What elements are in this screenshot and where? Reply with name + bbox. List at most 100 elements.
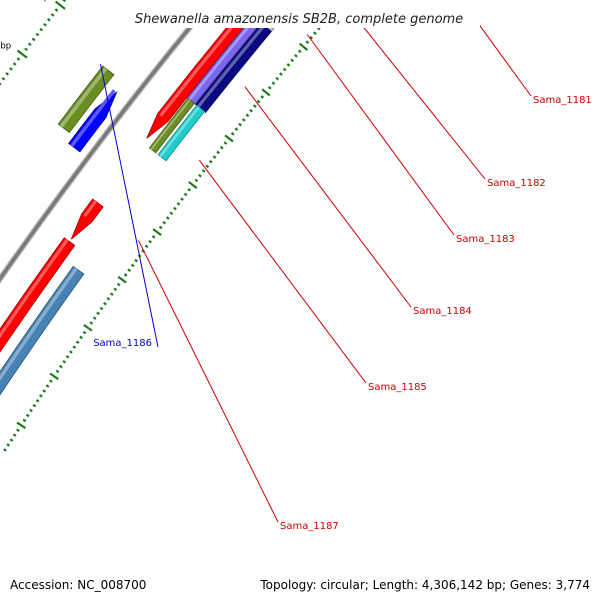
gene-callouts: Sama_1181 Sama_1182 Sama_1183 Sama_1184 Sama… [93, 0, 592, 532]
inner-tick [290, 58, 295, 63]
gene-sama-1187 [70, 198, 104, 240]
inner-tick [130, 263, 135, 268]
minor-tick [54, 8, 59, 12]
inner-tick [45, 384, 50, 388]
inner-tick [96, 311, 100, 316]
inner-tick [260, 95, 265, 99]
inner-tick [106, 297, 111, 301]
gene-label: Sama_1185 [368, 382, 427, 393]
gene-sama-1185-olive [148, 97, 195, 154]
gene-label: Sama_1181 [533, 95, 592, 106]
kbp-labels: 1445 kbp1446 kbp1447 kbp1448 kbp1449 kbp… [0, 0, 49, 52]
gene-red-bottom [0, 237, 76, 353]
inner-tick [103, 301, 107, 306]
inner-tick [279, 72, 283, 76]
inner-tick [223, 141, 228, 145]
gene-sama-1186-highlight [59, 67, 108, 128]
inner-tick [12, 433, 17, 437]
gene-sama-1186-body [57, 65, 115, 134]
inner-tick [245, 113, 250, 118]
inner-tick [256, 99, 261, 104]
inner-tick [113, 287, 118, 292]
inner-tick [75, 340, 80, 345]
inner-tick [65, 355, 70, 359]
inner-tick [282, 67, 287, 72]
inner-tick [16, 421, 26, 429]
accession-text: Accession: NC_008700 [8, 578, 149, 592]
minor-tick [46, 18, 51, 22]
minor-tick [9, 67, 13, 71]
inner-tick [49, 372, 59, 381]
map-title: Shewanella amazonensis SB2B, complete ge… [135, 12, 463, 27]
inner-tick [309, 35, 313, 40]
title-background [120, 0, 480, 28]
inner-tick [55, 369, 60, 374]
inner-tick [49, 379, 53, 383]
inner-tick [117, 275, 127, 284]
minor-tick [12, 62, 17, 66]
inner-tick [313, 31, 317, 35]
inner-tick [249, 108, 254, 113]
minor-tick [1, 77, 6, 81]
minor-tick [31, 37, 36, 42]
inner-tick [6, 443, 11, 447]
inner-tick [3, 448, 7, 452]
minor-tick [35, 32, 40, 37]
position-tick-ring [0, 0, 347, 452]
gene-sama-1184 [186, 15, 262, 105]
minor-tick [43, 22, 47, 27]
minor-tick [62, 0, 67, 3]
callout-line [244, 86, 412, 308]
callout-line [138, 240, 279, 523]
inner-tick [316, 26, 321, 31]
gene-features [0, 0, 299, 396]
inner-tick [62, 359, 67, 364]
inner-tick [72, 345, 77, 349]
gene-red-b-body [146, 18, 244, 139]
callout-line [100, 64, 159, 348]
gene-label: Sama_1183 [456, 234, 515, 245]
inner-tick [92, 316, 97, 320]
inner-tick [286, 63, 291, 67]
gene-sama-1185 [157, 104, 206, 162]
inner-tick [69, 350, 73, 354]
inner-tick [188, 181, 198, 189]
inner-tick [99, 306, 104, 311]
minor-tick [5, 72, 10, 76]
gene-sama-1185-highlight [159, 106, 200, 158]
gene-label: Sama_1182 [487, 178, 546, 189]
callout-line [198, 159, 367, 384]
inner-tick [216, 150, 220, 155]
inner-tick [25, 413, 30, 418]
inner-tick [151, 235, 156, 239]
gene-label: Sama_1186 [93, 338, 152, 349]
inner-tick [109, 292, 114, 296]
inner-tick [79, 335, 83, 340]
inner-tick [59, 364, 63, 369]
gene-sama-1185-body [157, 104, 206, 162]
inner-tick [134, 258, 138, 263]
inner-tick [127, 268, 131, 272]
inner-tick [219, 145, 224, 150]
inner-tick [294, 54, 298, 58]
inner-tick [208, 159, 213, 164]
inner-tick [144, 244, 149, 249]
minor-tick [0, 82, 2, 86]
inner-tick [123, 273, 128, 277]
inner-tick [116, 282, 121, 287]
inner-tick [198, 173, 202, 178]
inner-tick [238, 122, 242, 127]
gene-blue-reverse [68, 89, 118, 153]
minor-tick [16, 57, 21, 61]
minor-tick [27, 42, 32, 47]
inner-tick [152, 228, 162, 237]
genome-backbone [0, 0, 217, 285]
inner-tick [252, 104, 257, 108]
inner-tick [298, 42, 309, 51]
minor-tick [39, 27, 44, 32]
inner-tick [275, 76, 280, 81]
inner-tick [9, 438, 14, 442]
kbp-label: 1450 kbp [9, 0, 49, 3]
major-tick [54, 0, 66, 10]
